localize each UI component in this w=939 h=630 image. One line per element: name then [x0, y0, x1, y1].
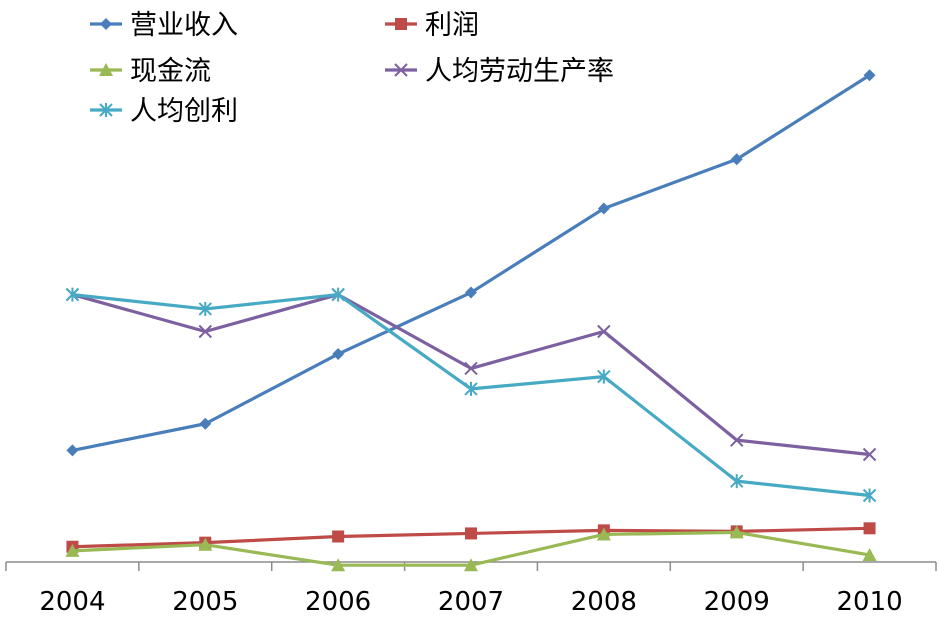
data-point-star	[331, 287, 345, 302]
data-point-diamond	[730, 153, 743, 166]
data-point-x	[394, 63, 408, 77]
legend-label: 利润	[425, 10, 479, 41]
data-point-square	[465, 527, 477, 540]
series-layer	[65, 69, 877, 572]
x-tick-label: 2005	[172, 587, 238, 617]
data-point-x	[862, 447, 877, 462]
series-2	[65, 525, 877, 572]
data-point-diamond	[199, 417, 212, 430]
legend-item: 利润	[385, 10, 479, 41]
x-axis: 2004 2005 2006 2007 2008 2009 2010	[5, 561, 937, 617]
x-tick-label: 2009	[704, 587, 770, 617]
legend-label: 营业收入	[130, 10, 238, 41]
data-point-x	[597, 324, 611, 339]
x-tick-label: 2006	[305, 587, 371, 617]
series-3	[65, 287, 877, 462]
data-point-triangle	[464, 558, 478, 572]
data-point-x	[198, 324, 212, 339]
data-point-triangle	[198, 537, 213, 551]
data-point-square	[332, 530, 345, 543]
legend-item: 人均创利	[90, 96, 238, 127]
series-4	[65, 287, 877, 503]
legend-label: 现金流	[130, 56, 211, 87]
series-0	[66, 69, 876, 457]
data-point-x	[464, 361, 478, 376]
data-point-square	[395, 18, 407, 30]
data-point-diamond	[863, 69, 876, 82]
data-point-star	[65, 287, 80, 302]
x-tick-label: 2008	[571, 587, 637, 617]
data-point-diamond	[332, 348, 345, 361]
data-point-diamond	[66, 444, 79, 457]
legend-label: 人均劳动生产率	[425, 56, 614, 87]
data-point-x	[730, 433, 744, 447]
x-tick-label: 2010	[836, 587, 902, 617]
data-point-star	[862, 488, 877, 503]
data-point-star	[597, 369, 611, 384]
legend-item: 营业收入	[90, 10, 238, 41]
series-1	[66, 522, 876, 553]
data-point-star	[99, 103, 113, 117]
data-point-triangle	[99, 63, 113, 76]
x-tick-label: 2007	[438, 587, 504, 617]
data-point-triangle	[596, 527, 611, 541]
data-point-triangle	[729, 525, 744, 539]
data-point-triangle	[65, 543, 80, 557]
data-point-square	[863, 522, 876, 535]
data-point-star	[198, 301, 212, 316]
legend-item: 现金流	[90, 56, 211, 87]
data-point-triangle	[862, 547, 877, 561]
data-point-star	[464, 381, 478, 396]
series-line	[72, 293, 870, 457]
data-point-triangle	[331, 558, 346, 572]
data-point-diamond	[465, 286, 477, 299]
data-point-diamond	[100, 18, 112, 30]
data-point-diamond	[597, 202, 610, 215]
legend-item: 人均劳动生产率	[385, 56, 614, 87]
legend-label: 人均创利	[130, 96, 238, 127]
data-point-star	[730, 474, 744, 489]
x-tick-label: 2004	[39, 587, 105, 617]
